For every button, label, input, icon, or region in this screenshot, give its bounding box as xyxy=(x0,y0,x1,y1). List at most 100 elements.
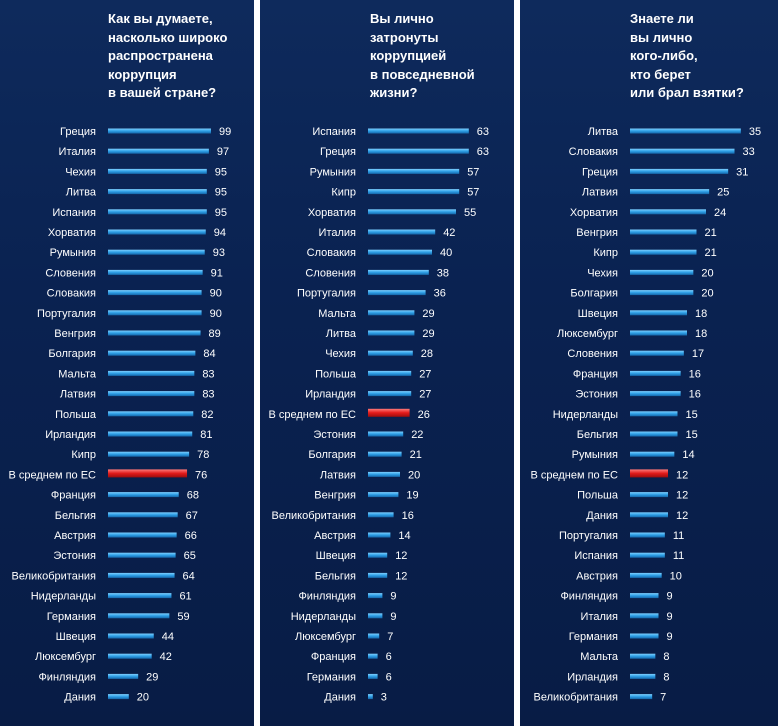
value-label: 44 xyxy=(162,631,174,643)
category-label: Италия xyxy=(581,611,619,623)
value-label: 26 xyxy=(418,409,430,421)
category-label: Ирландия xyxy=(45,429,96,441)
value-label: 16 xyxy=(689,389,701,401)
category-label: Румыния xyxy=(572,449,618,461)
value-label: 16 xyxy=(402,510,414,522)
bar xyxy=(368,593,383,599)
value-label: 12 xyxy=(395,550,407,562)
bar xyxy=(108,492,179,498)
bar xyxy=(108,391,195,397)
category-label: Литва xyxy=(66,187,97,199)
category-label: Великобритания xyxy=(12,570,97,582)
category-label: Словакия xyxy=(47,288,96,300)
category-label: Франция xyxy=(51,490,96,502)
category-label: Швеция xyxy=(56,631,96,643)
chart-panel-corruption-spread: Как вы думаете, насколько широко распрос… xyxy=(0,0,254,726)
value-label: 42 xyxy=(443,227,455,239)
category-label: Италия xyxy=(319,227,357,239)
category-label: Болгария xyxy=(570,288,618,300)
value-label: 95 xyxy=(215,166,227,178)
category-label: Польша xyxy=(315,368,357,380)
bar xyxy=(108,290,202,296)
bar xyxy=(368,330,415,336)
category-label: Дания xyxy=(586,510,618,522)
value-label: 61 xyxy=(179,591,191,603)
value-label: 99 xyxy=(219,126,231,138)
bar xyxy=(368,370,412,376)
category-label: Латвия xyxy=(582,187,618,199)
bar xyxy=(630,168,729,174)
bar xyxy=(108,310,202,316)
value-label: 65 xyxy=(184,550,196,562)
bar xyxy=(108,370,195,376)
bar-eu-average xyxy=(630,469,668,478)
category-label: Эстония xyxy=(313,429,356,441)
bar xyxy=(108,431,193,437)
bar xyxy=(630,673,656,679)
category-label: Венгрия xyxy=(576,227,618,239)
value-label: 7 xyxy=(387,631,393,643)
category-label: Бельгия xyxy=(315,570,356,582)
value-label: 95 xyxy=(215,207,227,219)
bar xyxy=(108,128,211,134)
category-label: Мальта xyxy=(318,308,357,320)
category-label: Австрия xyxy=(576,570,618,582)
category-label: Кипр xyxy=(71,449,96,461)
value-label: 9 xyxy=(667,591,673,603)
bar xyxy=(630,613,659,619)
bar xyxy=(630,633,659,639)
bar xyxy=(108,532,177,538)
value-label: 40 xyxy=(440,247,452,259)
bar xyxy=(108,613,170,619)
category-label: Дания xyxy=(324,692,356,704)
bar-eu-average xyxy=(368,408,410,417)
value-label: 38 xyxy=(437,267,449,279)
bar xyxy=(108,330,201,336)
category-label: В среднем по ЕС xyxy=(8,469,96,481)
category-label: Хорватия xyxy=(308,207,356,219)
value-label: 68 xyxy=(187,490,199,502)
value-label: 9 xyxy=(390,591,396,603)
value-label: 97 xyxy=(217,146,229,158)
value-label: 35 xyxy=(749,126,761,138)
bar xyxy=(108,148,209,154)
value-label: 82 xyxy=(201,409,213,421)
bar xyxy=(630,512,668,518)
category-label: Греция xyxy=(582,166,618,178)
bar xyxy=(108,552,176,558)
bar xyxy=(368,451,402,457)
category-label: Польша xyxy=(55,409,97,421)
bar xyxy=(108,189,207,195)
value-label: 63 xyxy=(477,146,489,158)
bar xyxy=(108,229,206,235)
category-label: Кипр xyxy=(593,247,618,259)
category-label: Португалия xyxy=(37,308,96,320)
value-label: 78 xyxy=(197,449,209,461)
value-label: 9 xyxy=(390,611,396,623)
value-label: 76 xyxy=(195,469,207,481)
category-label: Финляндия xyxy=(298,591,356,603)
bar xyxy=(108,411,194,417)
chart-title: Вы лично затронуты коррупцией в повседне… xyxy=(370,11,475,100)
value-label: 21 xyxy=(705,247,717,259)
bar xyxy=(630,330,687,336)
value-label: 12 xyxy=(395,570,407,582)
category-label: Болгария xyxy=(308,449,356,461)
value-label: 29 xyxy=(146,671,158,683)
value-label: 8 xyxy=(663,671,669,683)
category-label: Чехия xyxy=(587,267,618,279)
value-label: 89 xyxy=(209,328,221,340)
bar-eu-average xyxy=(108,469,188,478)
category-label: Словакия xyxy=(307,247,356,259)
category-label: Германия xyxy=(47,611,96,623)
category-label: Финляндия xyxy=(38,671,96,683)
bar xyxy=(108,673,139,679)
value-label: 12 xyxy=(676,469,688,481)
category-label: Финляндия xyxy=(560,591,618,603)
value-label: 91 xyxy=(211,267,223,279)
bar xyxy=(630,492,668,498)
category-label: Латвия xyxy=(320,469,356,481)
category-label: Германия xyxy=(307,671,356,683)
value-label: 15 xyxy=(686,409,698,421)
bar xyxy=(630,532,665,538)
